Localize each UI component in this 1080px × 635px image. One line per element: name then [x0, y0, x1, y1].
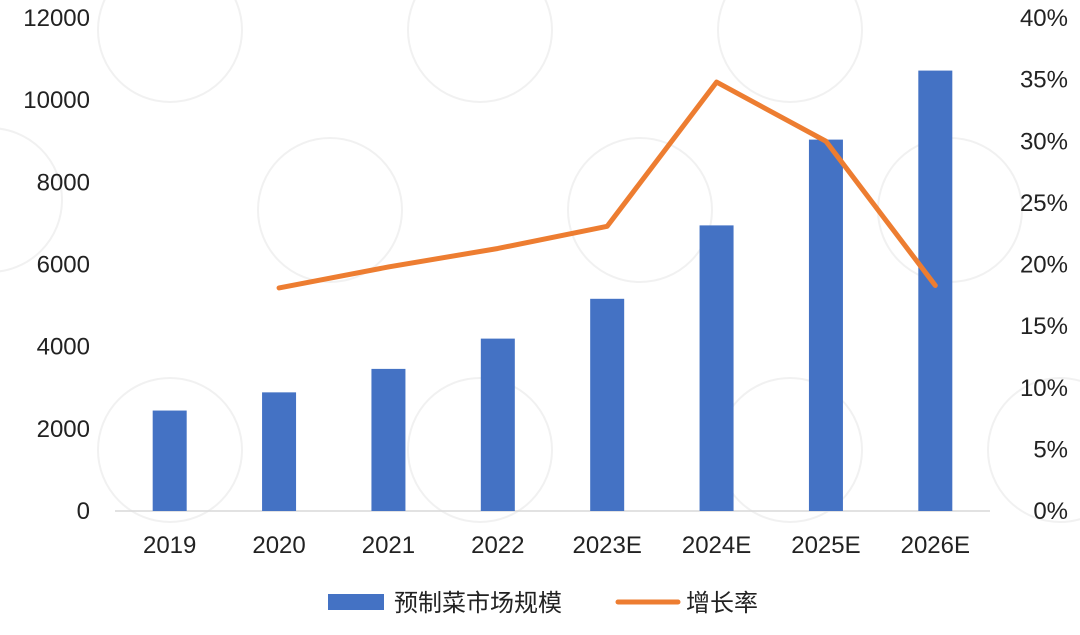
x-tick-label: 2020: [252, 532, 305, 559]
watermark-circle: [567, 137, 713, 283]
y-left-tick-label: 10000: [23, 87, 90, 114]
bar: [152, 410, 187, 511]
x-tick-label: 2021: [362, 532, 415, 559]
bar: [262, 392, 297, 511]
bar-series: [152, 70, 953, 511]
bar: [371, 368, 406, 511]
x-tick-label: 2022: [471, 532, 524, 559]
y-left-tick-label: 8000: [37, 169, 90, 196]
y-right-tick-label: 20%: [1020, 252, 1068, 279]
watermark-circle: [257, 137, 403, 283]
y-right-tick-label: 10%: [1020, 375, 1068, 402]
x-tick-label: 2019: [143, 532, 196, 559]
watermark-circle: [717, 0, 863, 103]
watermark-circle: [407, 377, 553, 523]
bar: [480, 338, 515, 511]
x-tick-label: 2024E: [682, 532, 751, 559]
y-left-tick-label: 0: [77, 498, 90, 525]
y-right-tick-label: 30%: [1020, 128, 1068, 155]
bar: [699, 225, 734, 511]
x-tick-label: 2026E: [901, 532, 970, 559]
line-series: [276, 79, 938, 291]
watermark-circle: [407, 0, 553, 103]
y-right-tick-label: 25%: [1020, 190, 1068, 217]
y-right-tick-label: 35%: [1020, 67, 1068, 94]
y-left-tick-label: 12000: [23, 5, 90, 32]
y-right-tick-label: 15%: [1020, 313, 1068, 340]
legend-bar-swatch: [328, 594, 384, 610]
y-left-tick-label: 4000: [37, 334, 90, 361]
y-right-tick-label: 0%: [1033, 498, 1068, 525]
y-left-tick-label: 6000: [37, 252, 90, 279]
legend-line-label: 增长率: [686, 589, 758, 617]
watermark-circle: [987, 377, 1080, 523]
legend-bar-label: 预制菜市场规模: [394, 589, 562, 617]
y-right-tick-label: 40%: [1020, 5, 1068, 32]
axes: 0 2000 4000 6000 8000 10000 12000 0% 5% 10% 15% 20%…: [23, 5, 1068, 559]
bar: [808, 139, 843, 511]
x-tick-label: 2025E: [791, 532, 860, 559]
watermark-circle: [0, 127, 63, 273]
bar: [918, 70, 953, 511]
bar: [590, 298, 625, 511]
x-tick-label: 2023E: [572, 532, 641, 559]
y-right-tick-label: 5%: [1033, 436, 1068, 463]
legend: 预制菜市场规模 增长率: [328, 589, 758, 617]
watermark-circle: [97, 377, 243, 523]
y-left-tick-label: 2000: [37, 416, 90, 443]
watermark-circle: [97, 0, 243, 103]
